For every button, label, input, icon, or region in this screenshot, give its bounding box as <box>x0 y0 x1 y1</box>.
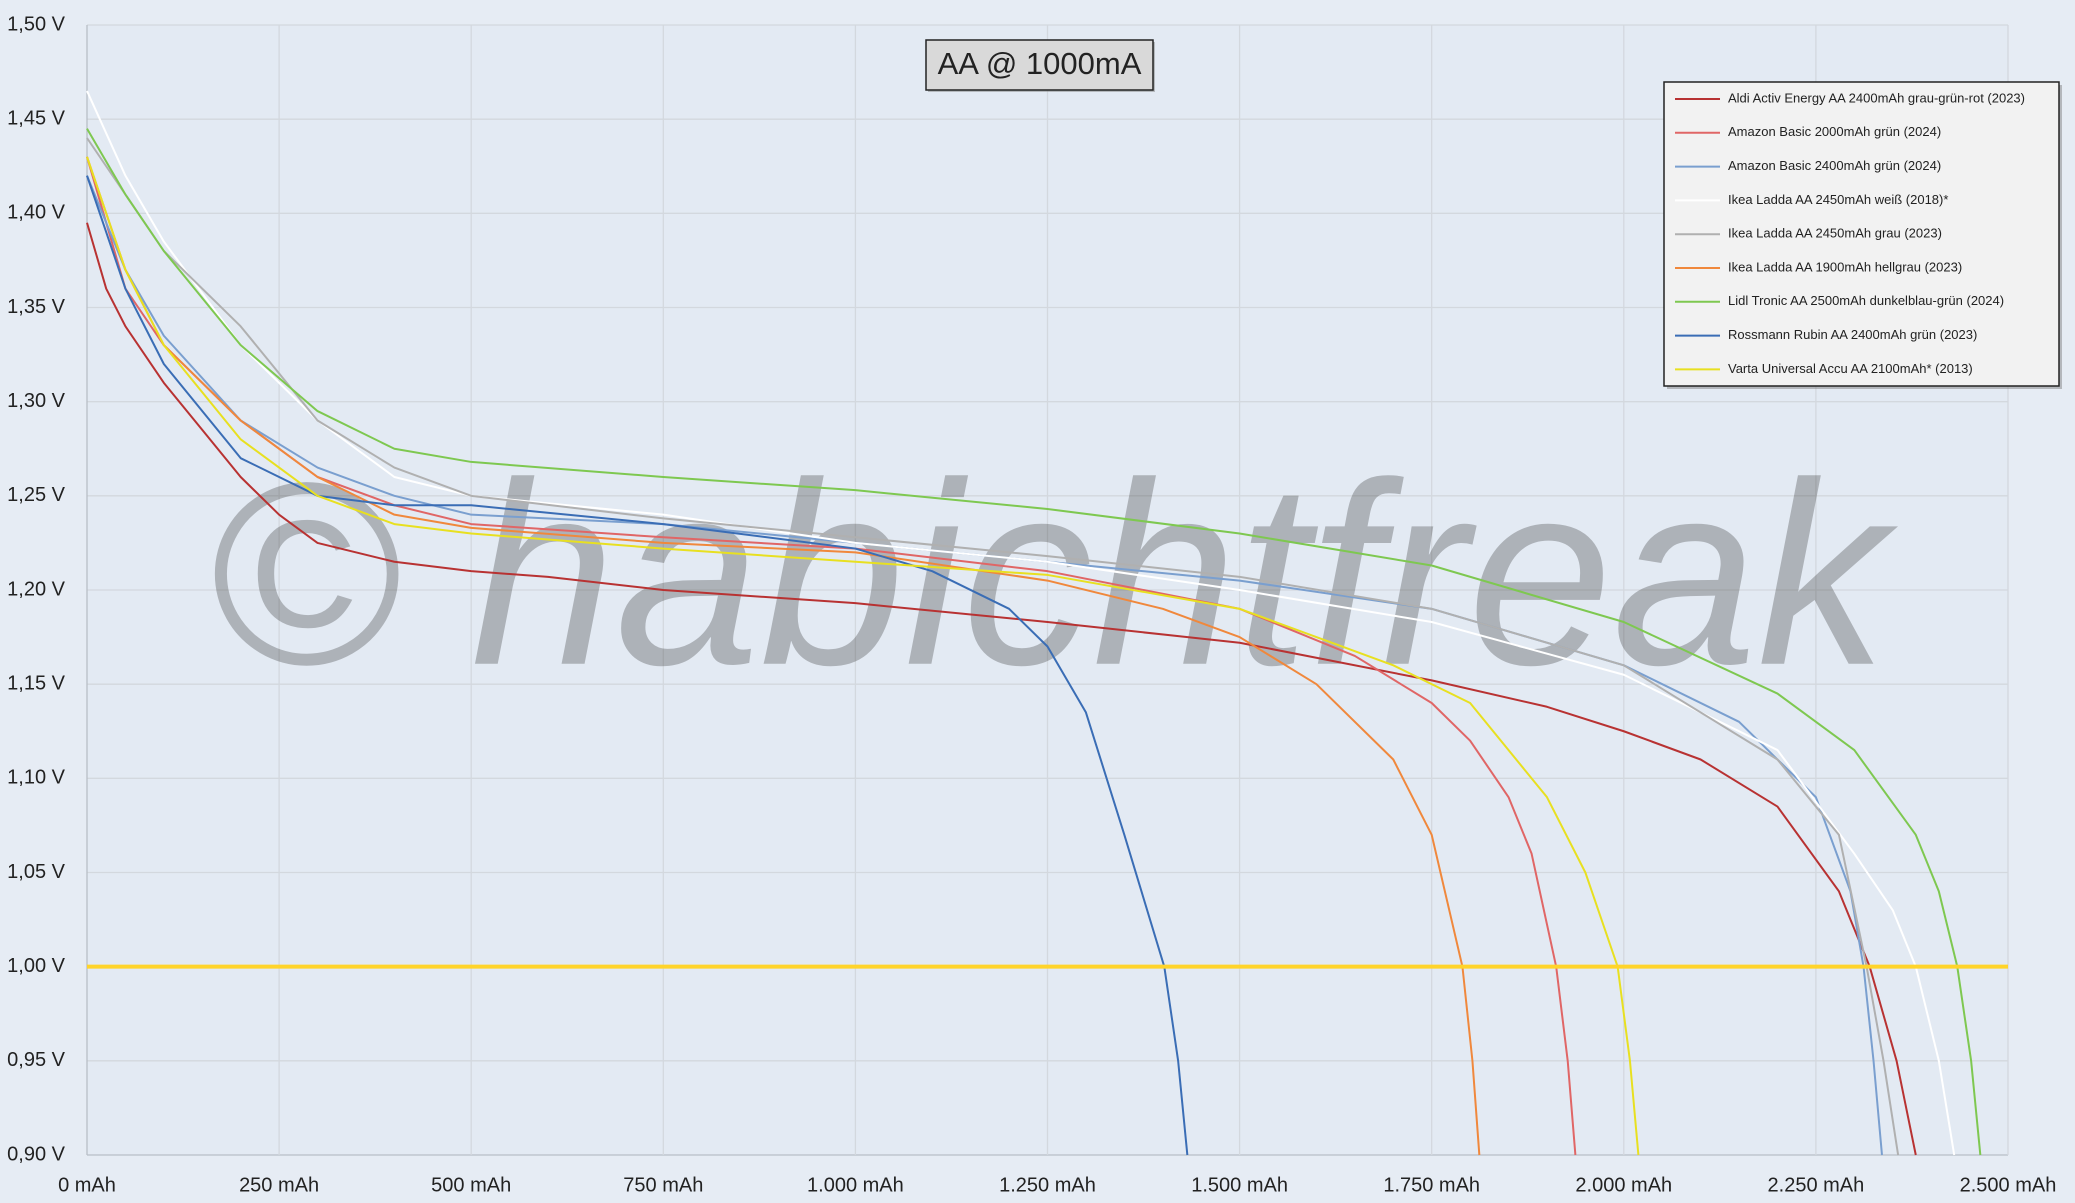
y-tick-label: 1,40 V <box>7 202 65 224</box>
y-tick-label: 1,05 V <box>7 861 65 883</box>
x-tick-label: 0 mAh <box>58 1174 116 1196</box>
y-tick-label: 1,20 V <box>7 578 65 600</box>
x-tick-label: 2.000 mAh <box>1575 1174 1672 1196</box>
x-tick-label: 250 mAh <box>239 1174 319 1196</box>
series-line <box>86 156 1481 1156</box>
legend-label: Amazon Basic 2400mAh grün (2024) <box>1728 158 1941 173</box>
x-tick-label: 1.250 mAh <box>999 1174 1096 1196</box>
series-line <box>86 222 1917 1156</box>
series-line <box>86 175 1189 1156</box>
y-tick-label: 1,25 V <box>7 484 65 506</box>
y-tick-label: 1,15 V <box>7 672 65 694</box>
watermark: © habichtfreak <box>207 430 1899 720</box>
series-line <box>86 128 1982 1156</box>
x-tick-label: 2.250 mAh <box>1768 1174 1865 1196</box>
y-tick-label: 1,35 V <box>7 296 65 318</box>
y-tick-label: 1,30 V <box>7 390 65 412</box>
x-tick-label: 500 mAh <box>431 1174 511 1196</box>
y-tick-label: 1,45 V <box>7 107 65 129</box>
y-tick-label: 1,00 V <box>7 955 65 977</box>
legend-label: Ikea Ladda AA 1900mAh hellgrau (2023) <box>1728 259 1962 274</box>
legend-box <box>1663 81 2060 387</box>
y-tick-label: 0,95 V <box>7 1049 65 1071</box>
y-tick-label: 0,90 V <box>7 1143 65 1165</box>
series-line <box>86 137 1900 1156</box>
legend-label: Amazon Basic 2000mAh grün (2024) <box>1728 124 1941 139</box>
legend-label: Rossmann Rubin AA 2400mAh grün (2023) <box>1728 327 1977 342</box>
legend-label: Lidl Tronic AA 2500mAh dunkelblau-grün (… <box>1728 293 2004 308</box>
series-group <box>86 90 2008 1156</box>
x-tick-label: 750 mAh <box>623 1174 703 1196</box>
legend-label: Ikea Ladda AA 2450mAh grau (2023) <box>1728 226 1942 241</box>
legend-label: Ikea Ladda AA 2450mAh weiß (2018)* <box>1728 192 1948 207</box>
x-tick-label: 1.750 mAh <box>1383 1174 1480 1196</box>
ticks: 0,90 V 0,95 V 1,00 V 1,05 V 1,10 V 1,15 V 1,20… <box>7 13 2056 1196</box>
legend: Aldi Activ Energy AA 2400mAh grau-grün-r… <box>1675 90 2025 376</box>
x-tick-label: 2.500 mAh <box>1960 1174 2057 1196</box>
title-box <box>925 39 1154 91</box>
chart-title: AA @ 1000mA <box>938 46 1142 81</box>
x-tick-label: 1.500 mAh <box>1191 1174 1288 1196</box>
y-tick-label: 1,50 V <box>7 13 65 35</box>
series-line <box>86 156 1640 1156</box>
x-tick-label: 1.000 mAh <box>807 1174 904 1196</box>
y-tick-label: 1,10 V <box>7 767 65 789</box>
legend-label: Aldi Activ Energy AA 2400mAh grau-grün-r… <box>1728 90 2025 105</box>
legend-label: Varta Universal Accu AA 2100mAh* (2013) <box>1728 361 1973 376</box>
